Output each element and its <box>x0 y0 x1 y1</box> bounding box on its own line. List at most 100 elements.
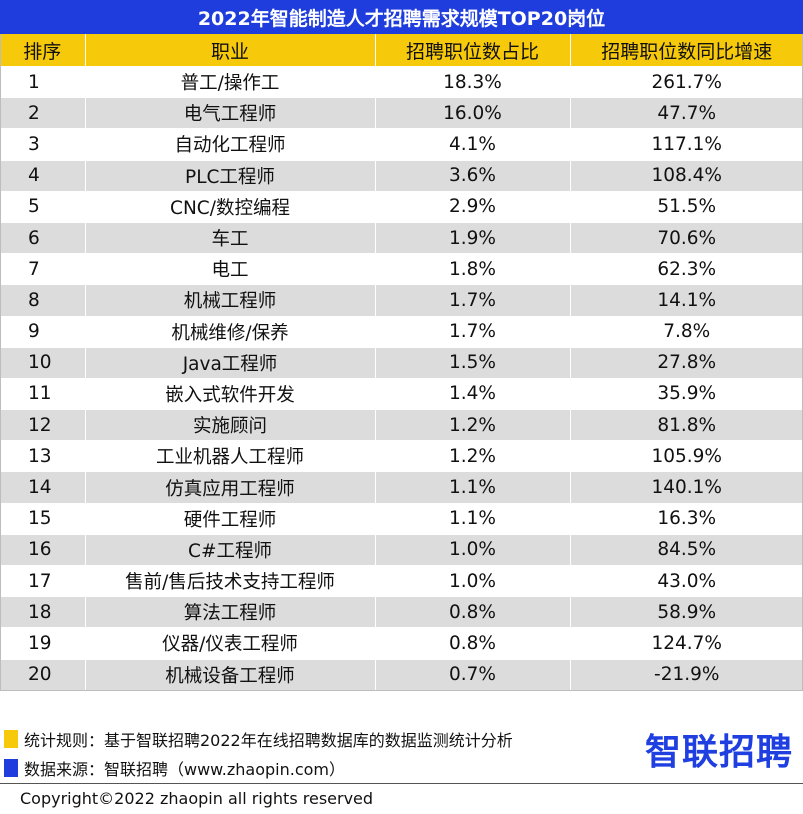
ranking-table: 排序 职业 招聘职位数占比 招聘职位数同比增速 1 普工/操作工 18.3% 261.… <box>0 34 803 691</box>
cell-growth: 108.4% <box>570 160 803 192</box>
cell-occupation: 车工 <box>85 222 376 255</box>
cell-rank: 13 <box>0 440 86 473</box>
cell-rank: 2 <box>0 97 86 130</box>
table-row: 8 机械工程师 1.7% 14.1% <box>0 284 803 317</box>
zhaopin-logo: 智联招聘 <box>644 732 793 773</box>
cell-growth: 81.8% <box>570 409 803 442</box>
cell-growth: 84.5% <box>570 534 803 567</box>
header-rank: 排序 <box>0 34 86 67</box>
cell-rank: 7 <box>0 253 86 286</box>
cell-rank: 19 <box>0 627 86 660</box>
cell-rank: 17 <box>0 565 86 598</box>
cell-occupation: 仪器/仪表工程师 <box>85 627 376 660</box>
cell-occupation: 自动化工程师 <box>85 128 376 161</box>
cell-growth: 105.9% <box>570 440 803 473</box>
table-row: 9 机械维修/保养 1.7% 7.8% <box>0 316 803 348</box>
cell-growth: 7.8% <box>570 316 803 348</box>
cell-occupation: 售前/售后技术支持工程师 <box>85 565 376 598</box>
cell-rank: 16 <box>0 534 86 567</box>
cell-growth: 47.7% <box>570 97 803 130</box>
cell-share: 1.9% <box>375 222 571 255</box>
cell-share: 1.1% <box>375 503 571 535</box>
cell-rank: 18 <box>0 596 86 629</box>
source-note-text: 数据来源：智联招聘（www.zhaopin.com） <box>24 760 346 779</box>
header-share: 招聘职位数占比 <box>375 34 571 67</box>
cell-growth: 35.9% <box>570 378 803 411</box>
cell-share: 1.0% <box>375 534 571 567</box>
cell-rank: 1 <box>0 66 86 99</box>
cell-share: 0.8% <box>375 596 571 629</box>
cell-occupation: 电工 <box>85 253 376 286</box>
cell-occupation: 算法工程师 <box>85 596 376 629</box>
cell-share: 4.1% <box>375 128 571 161</box>
cell-rank: 9 <box>0 316 86 348</box>
cell-share: 0.8% <box>375 627 571 660</box>
cell-share: 1.7% <box>375 316 571 348</box>
cell-share: 16.0% <box>375 97 571 130</box>
table-row: 15 硬件工程师 1.1% 16.3% <box>0 503 803 535</box>
table-row: 20 机械设备工程师 0.7% -21.9% <box>0 659 803 691</box>
cell-growth: 70.6% <box>570 222 803 255</box>
source-note: 数据来源：智联招聘（www.zhaopin.com） <box>4 757 345 779</box>
cell-share: 1.0% <box>375 565 571 598</box>
cell-occupation: 机械工程师 <box>85 284 376 317</box>
cell-occupation: 硬件工程师 <box>85 503 376 535</box>
cell-share: 1.5% <box>375 347 571 379</box>
blue-marker-icon <box>4 759 18 777</box>
cell-occupation: 实施顾问 <box>85 409 376 442</box>
rule-note: 统计规则：基于智联招聘2022年在线招聘数据库的数据监测统计分析 <box>4 728 513 750</box>
table-row: 13 工业机器人工程师 1.2% 105.9% <box>0 440 803 473</box>
cell-growth: 140.1% <box>570 471 803 504</box>
table-row: 7 电工 1.8% 62.3% <box>0 253 803 286</box>
cell-growth: 16.3% <box>570 503 803 535</box>
cell-occupation: 嵌入式软件开发 <box>85 378 376 411</box>
cell-rank: 15 <box>0 503 86 535</box>
table-row: 18 算法工程师 0.8% 58.9% <box>0 596 803 629</box>
cell-rank: 6 <box>0 222 86 255</box>
cell-occupation: CNC/数控编程 <box>85 191 376 223</box>
table-row: 3 自动化工程师 4.1% 117.1% <box>0 128 803 161</box>
cell-occupation: PLC工程师 <box>85 160 376 192</box>
table-row: 10 Java工程师 1.5% 27.8% <box>0 347 803 379</box>
table-border-left <box>0 34 1 691</box>
table-row: 6 车工 1.9% 70.6% <box>0 222 803 255</box>
table-title: 2022年智能制造人才招聘需求规模TOP20岗位 <box>0 0 803 34</box>
cell-occupation: Java工程师 <box>85 347 376 379</box>
header-growth: 招聘职位数同比增速 <box>570 34 803 67</box>
cell-occupation: 普工/操作工 <box>85 66 376 99</box>
rule-note-text: 统计规则：基于智联招聘2022年在线招聘数据库的数据监测统计分析 <box>24 731 513 750</box>
cell-rank: 3 <box>0 128 86 161</box>
cell-rank: 14 <box>0 471 86 504</box>
yellow-marker-icon <box>4 730 18 748</box>
table-row: 5 CNC/数控编程 2.9% 51.5% <box>0 191 803 223</box>
table-row: 14 仿真应用工程师 1.1% 140.1% <box>0 471 803 504</box>
footer-divider <box>0 783 803 784</box>
cell-share: 1.8% <box>375 253 571 286</box>
cell-growth: 14.1% <box>570 284 803 317</box>
table-row: 2 电气工程师 16.0% 47.7% <box>0 97 803 130</box>
cell-growth: 62.3% <box>570 253 803 286</box>
table-border-bottom <box>0 690 803 691</box>
cell-occupation: 仿真应用工程师 <box>85 471 376 504</box>
table-row: 1 普工/操作工 18.3% 261.7% <box>0 66 803 99</box>
table-row: 16 C#工程师 1.0% 84.5% <box>0 534 803 567</box>
cell-share: 0.7% <box>375 659 571 691</box>
header-row: 排序 职业 招聘职位数占比 招聘职位数同比增速 <box>0 34 803 67</box>
table-row: 17 售前/售后技术支持工程师 1.0% 43.0% <box>0 565 803 598</box>
cell-share: 1.2% <box>375 409 571 442</box>
cell-rank: 4 <box>0 160 86 192</box>
cell-share: 1.2% <box>375 440 571 473</box>
cell-share: 3.6% <box>375 160 571 192</box>
cell-growth: 51.5% <box>570 191 803 223</box>
header-occupation: 职业 <box>85 34 376 67</box>
cell-occupation: 工业机器人工程师 <box>85 440 376 473</box>
cell-rank: 8 <box>0 284 86 317</box>
cell-share: 18.3% <box>375 66 571 99</box>
table-body: 1 普工/操作工 18.3% 261.7% 2 电气工程师 16.0% 47.7% 3 自动化工程… <box>0 66 803 691</box>
table-row: 11 嵌入式软件开发 1.4% 35.9% <box>0 378 803 411</box>
table-row: 19 仪器/仪表工程师 0.8% 124.7% <box>0 627 803 660</box>
cell-share: 1.1% <box>375 471 571 504</box>
cell-share: 1.7% <box>375 284 571 317</box>
cell-rank: 10 <box>0 347 86 379</box>
cell-growth: 43.0% <box>570 565 803 598</box>
